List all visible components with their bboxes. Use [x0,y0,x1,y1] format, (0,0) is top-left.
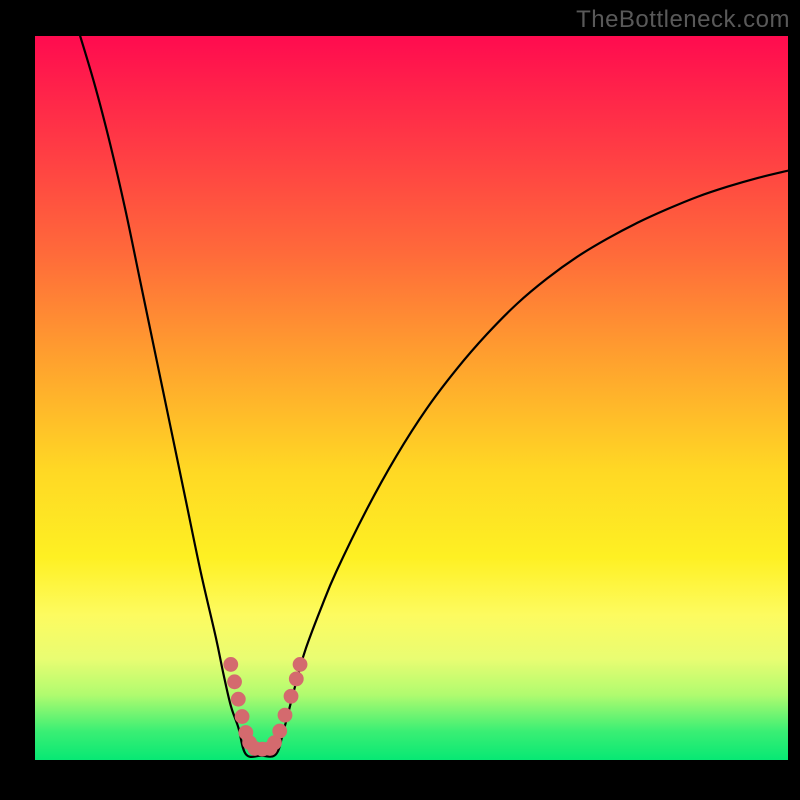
bottleneck-chart [0,0,800,800]
marker-dot [284,689,298,703]
marker-dot [228,675,242,689]
marker-dot [224,658,238,672]
plot-background [35,36,788,760]
watermark-text: TheBottleneck.com [576,6,790,34]
marker-dot [273,724,287,738]
marker-dot [231,692,245,706]
marker-dot [293,658,307,672]
marker-dot [289,672,303,686]
marker-dot [278,708,292,722]
marker-dot [235,710,249,724]
